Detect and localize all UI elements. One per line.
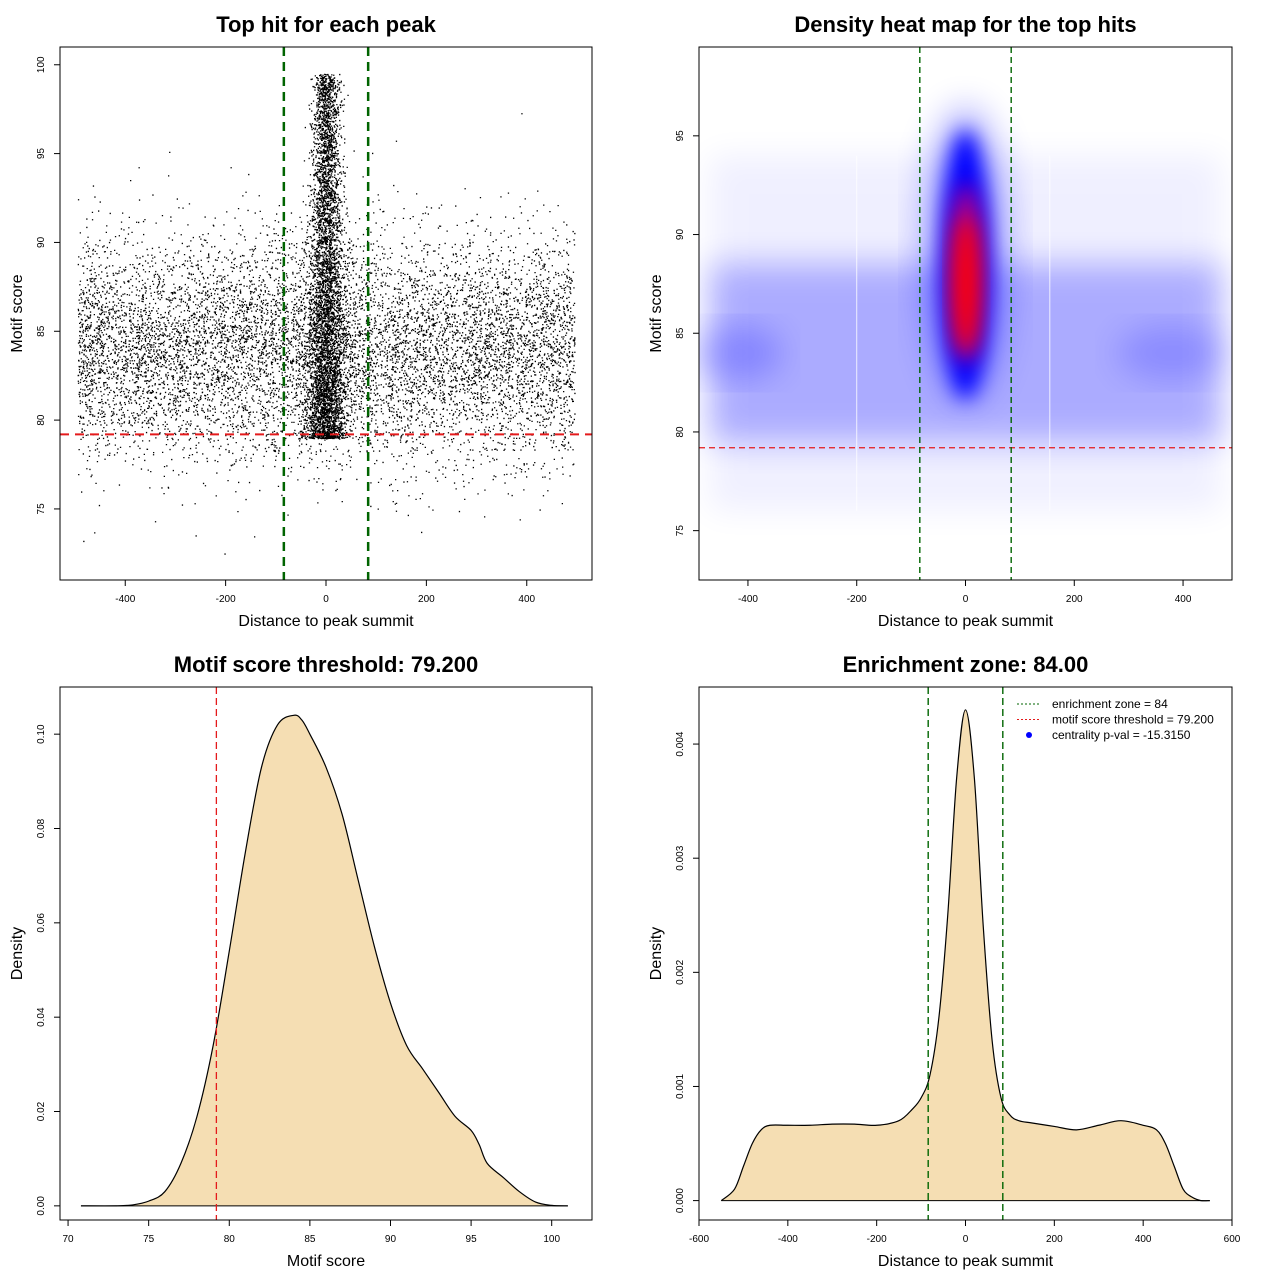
density-curve [80, 714, 568, 1207]
x-tick-label: 95 [466, 1234, 478, 1245]
y-tick-label: 80 [675, 426, 686, 438]
x-axis-label: Distance to peak summit [878, 613, 1054, 630]
y-tick-label: 0.10 [36, 724, 47, 744]
x-tick-label: -400 [778, 1234, 798, 1245]
x-tick-label: 0 [323, 594, 329, 605]
y-tick-label: 95 [36, 148, 47, 160]
scatter-points [77, 73, 576, 555]
scatter-panel: Top hit for each peak Distance to peak su… [9, 12, 593, 630]
legend-label: centrality p-val = -15.3150 [1052, 728, 1191, 742]
density-area [721, 709, 1210, 1201]
panel-title: Motif score threshold: 79.200 [174, 652, 478, 677]
y-tick-label: 0.000 [675, 1188, 686, 1213]
x-tick-label: 0 [963, 594, 969, 605]
y-tick-label: 75 [675, 525, 686, 537]
heatmap-image [699, 104, 1228, 511]
x-tick-label: 600 [1224, 1234, 1241, 1245]
y-tick-label: 95 [675, 130, 686, 142]
y-tick-label: 90 [36, 236, 47, 248]
x-tick-label: 400 [1135, 1234, 1152, 1245]
x-tick-label: -400 [738, 594, 758, 605]
panel-title: Top hit for each peak [216, 12, 436, 37]
x-tick-label: 100 [543, 1234, 560, 1245]
heat-blob [1117, 324, 1228, 381]
y-tick-label: 0.003 [675, 845, 686, 870]
x-axis-label: Motif score [287, 1253, 365, 1270]
heat-core-red [954, 215, 979, 352]
x-tick-label: 75 [143, 1234, 155, 1245]
x-tick-label: -400 [115, 594, 135, 605]
y-tick-label: 0.004 [675, 731, 686, 756]
density-area [80, 715, 568, 1206]
y-tick-label: 75 [36, 503, 47, 515]
x-tick-label: -200 [847, 594, 867, 605]
y-axis-label: Density [9, 927, 26, 980]
x-axis-label: Distance to peak summit [238, 613, 414, 630]
y-tick-label: 0.04 [36, 1007, 47, 1027]
x-tick-label: 400 [1175, 594, 1192, 605]
y-tick-label: 90 [675, 229, 686, 241]
x-tick-label: 200 [1046, 1234, 1063, 1245]
legend-label: enrichment zone = 84 [1052, 697, 1168, 711]
x-tick-label: -600 [689, 1234, 709, 1245]
y-tick-label: 0.08 [36, 818, 47, 838]
panel-title: Density heat map for the top hits [794, 12, 1136, 37]
x-tick-label: 90 [385, 1234, 397, 1245]
heat-blob [699, 324, 783, 381]
y-tick-label: 0.06 [36, 913, 47, 933]
y-tick-label: 0.02 [36, 1101, 47, 1121]
x-tick-label: 80 [224, 1234, 236, 1245]
legend: enrichment zone = 84 motif score threshol… [1017, 697, 1214, 742]
y-tick-label: 85 [36, 325, 47, 337]
distance-density-panel: Enrichment zone: 84.00 Distance to peak s… [648, 652, 1241, 1270]
x-tick-label: 200 [1066, 594, 1083, 605]
y-tick-label: 80 [36, 414, 47, 426]
y-tick-label: 85 [675, 327, 686, 339]
y-tick-label: 0.002 [675, 959, 686, 984]
y-tick-label: 100 [36, 56, 47, 73]
panel-title: Enrichment zone: 84.00 [843, 652, 1089, 677]
density-curve [720, 709, 1210, 1202]
legend-label: motif score threshold = 79.200 [1052, 713, 1214, 727]
y-tick-label: 0.001 [675, 1074, 686, 1099]
x-tick-label: 70 [62, 1234, 74, 1245]
heatmap-panel: Density heat map for the top hits Distanc… [648, 12, 1233, 630]
x-tick-label: -200 [867, 1234, 887, 1245]
x-axis-label: Distance to peak summit [878, 1253, 1054, 1270]
x-tick-label: 400 [518, 594, 535, 605]
scatter-point-cloud [77, 73, 576, 555]
y-axis-label: Density [648, 927, 665, 980]
x-tick-label: 0 [963, 1234, 969, 1245]
x-tick-label: -200 [216, 594, 236, 605]
y-tick-label: 0.00 [36, 1196, 47, 1216]
x-tick-label: 200 [418, 594, 435, 605]
y-axis-label: Motif score [648, 274, 665, 352]
score-density-panel: Motif score threshold: 79.200 Motif score… [9, 652, 593, 1270]
x-tick-label: 85 [304, 1234, 316, 1245]
legend-marker [1026, 732, 1032, 738]
y-axis-label: Motif score [9, 274, 26, 352]
